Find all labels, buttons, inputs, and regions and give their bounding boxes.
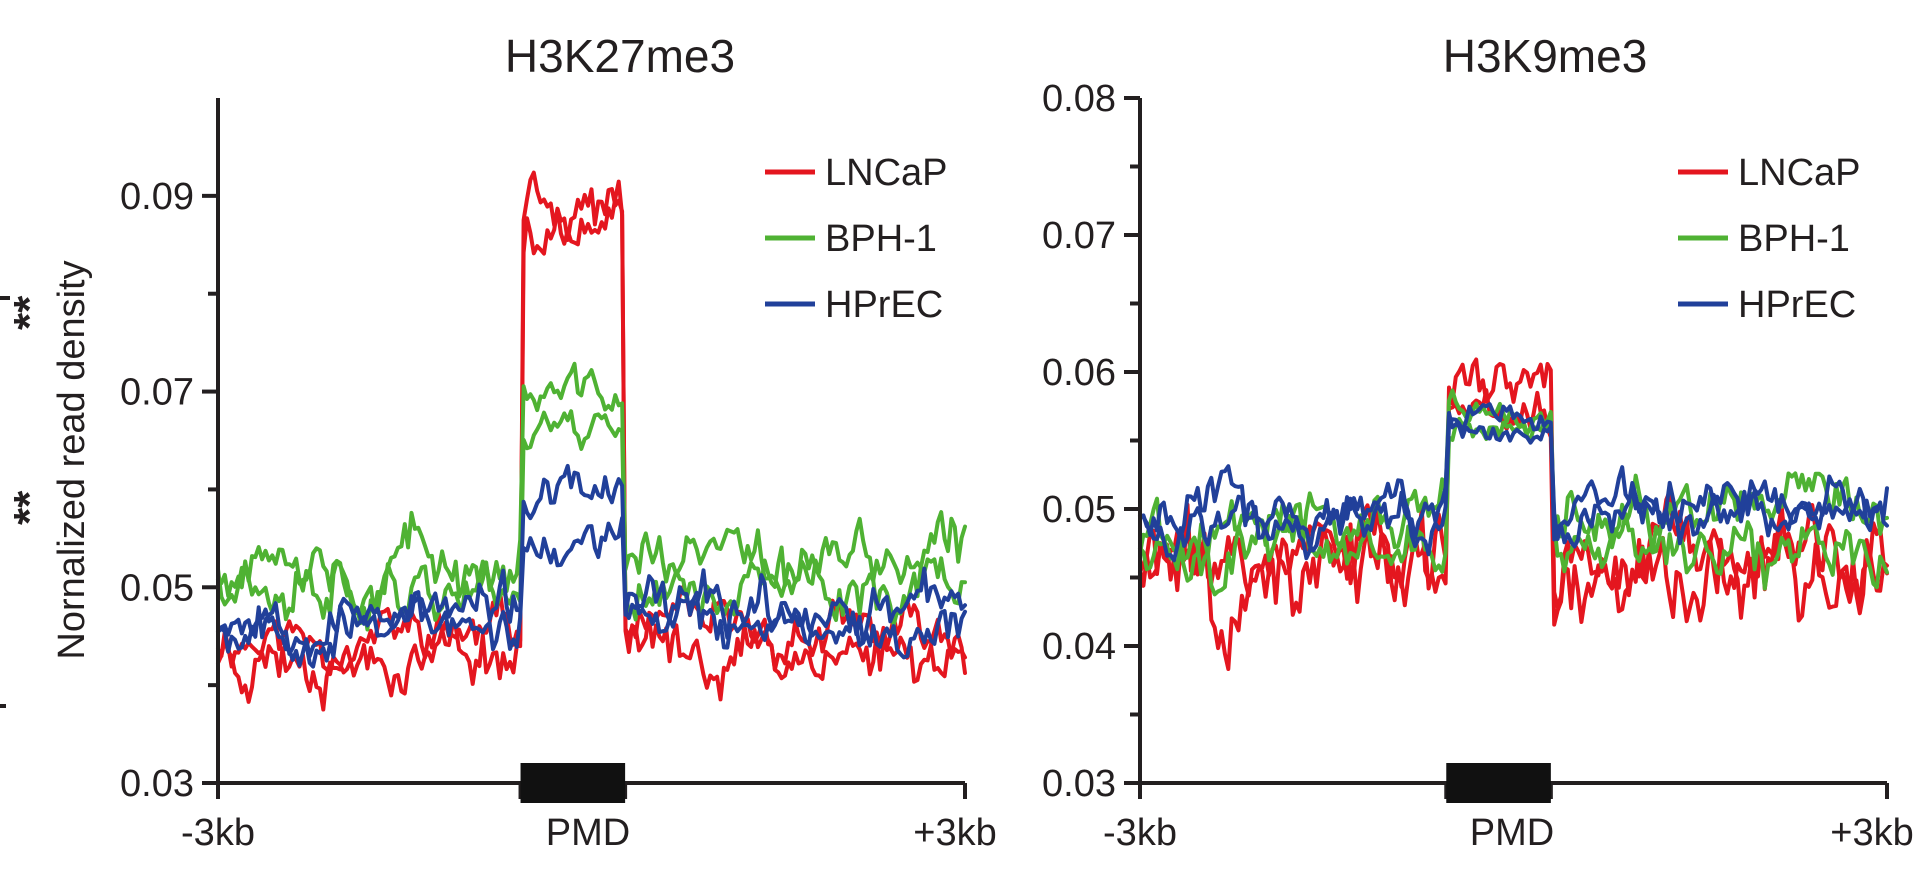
legend-label-bph-1: BPH-1 (825, 218, 937, 260)
y-axis-label: Nornalized read density (51, 260, 93, 659)
y-tick-label: 0.08 (1042, 78, 1116, 120)
chart-title: H3K9me3 (1443, 30, 1648, 82)
series-line-hprec (216, 516, 967, 669)
y-tick-label: 0.07 (1042, 215, 1116, 257)
y-tick-label: 0.07 (120, 372, 194, 414)
series-line-lncap (1138, 388, 1889, 671)
chart-panel-h3k27me3: H3K27me3 Nornalized read density 0.030.0… (51, 30, 997, 854)
series-line-hprec (1138, 411, 1889, 563)
chart-title: H3K27me3 (505, 30, 735, 82)
x-axis-ticks: -3kb PMD +3kb (1103, 812, 1914, 854)
x-tick-label-end: +3kb (913, 812, 996, 854)
legend-label-hprec: HPrEC (825, 284, 943, 326)
y-tick-label: 0.04 (1042, 626, 1116, 668)
y-tick-label: 0.09 (120, 176, 194, 218)
y-tick-label: 0.05 (1042, 489, 1116, 531)
x-tick-label-start: -3kb (1103, 812, 1177, 854)
series-line-hprec (216, 463, 967, 668)
legend-label-bph-1: BPH-1 (1738, 218, 1850, 260)
chart-panel-h3k9me3: H3K9me3 0.03 0.04 0.05 0.06 0.07 0.08 -3kb PM… (1042, 30, 1914, 854)
series-line-hprec (1138, 402, 1889, 557)
legend: LNCaP BPH-1 HPrEC (1678, 152, 1861, 326)
series-lines (216, 170, 967, 712)
pmd-region-bar (1446, 763, 1551, 803)
axes (216, 98, 967, 803)
y-axis-ticks: 0.03 0.05 0.07 0.09 (120, 176, 218, 805)
x-tick-label-start: -3kb (181, 812, 255, 854)
pmd-region-bar (520, 763, 626, 803)
left-margin-annotations: ** ** (0, 295, 54, 708)
x-tick-label-pmd: PMD (1470, 812, 1554, 854)
significance-stars-upper: ** (5, 295, 54, 330)
significance-stars-lower: ** (5, 490, 54, 525)
legend-label-lncap: LNCaP (825, 152, 948, 194)
axes (1138, 98, 1889, 803)
y-tick-label: 0.03 (1042, 763, 1116, 805)
y-tick-label: 0.03 (120, 763, 194, 805)
y-axis-ticks: 0.03 0.04 0.05 0.06 0.07 0.08 (1042, 78, 1140, 805)
x-tick-label-pmd: PMD (546, 812, 630, 854)
x-tick-label-end: +3kb (1830, 812, 1913, 854)
series-line-lncap (216, 170, 967, 712)
legend-label-lncap: LNCaP (1738, 152, 1861, 194)
y-tick-label: 0.05 (120, 567, 194, 609)
legend-label-hprec: HPrEC (1738, 284, 1856, 326)
series-lines (1138, 357, 1889, 671)
y-tick-label: 0.06 (1042, 352, 1116, 394)
x-axis-ticks: -3kb PMD +3kb (181, 812, 997, 854)
legend: LNCaP BPH-1 HPrEC (765, 152, 948, 326)
